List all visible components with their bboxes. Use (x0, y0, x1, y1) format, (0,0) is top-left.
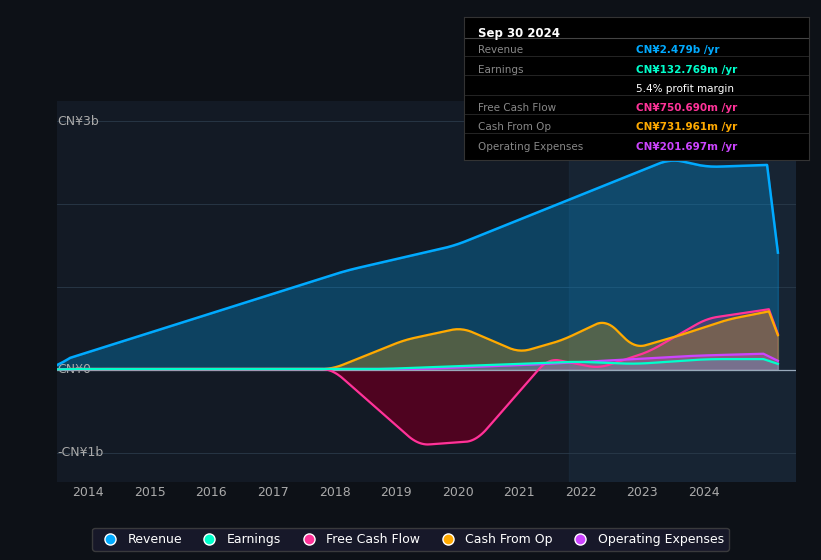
Text: Earnings: Earnings (478, 64, 523, 74)
Text: -CN¥1b: -CN¥1b (57, 446, 103, 459)
Text: CN¥2.479b /yr: CN¥2.479b /yr (636, 45, 720, 55)
Text: 5.4% profit margin: 5.4% profit margin (636, 84, 734, 94)
Text: Cash From Op: Cash From Op (478, 123, 551, 133)
Legend: Revenue, Earnings, Free Cash Flow, Cash From Op, Operating Expenses: Revenue, Earnings, Free Cash Flow, Cash … (92, 528, 729, 551)
Text: Free Cash Flow: Free Cash Flow (478, 103, 556, 113)
Text: CN¥201.697m /yr: CN¥201.697m /yr (636, 142, 737, 152)
Text: CN¥750.690m /yr: CN¥750.690m /yr (636, 103, 737, 113)
Text: CN¥731.961m /yr: CN¥731.961m /yr (636, 123, 737, 133)
Text: Sep 30 2024: Sep 30 2024 (478, 27, 560, 40)
Text: CN¥132.769m /yr: CN¥132.769m /yr (636, 64, 737, 74)
Text: Revenue: Revenue (478, 45, 523, 55)
Text: Operating Expenses: Operating Expenses (478, 142, 583, 152)
Text: CN¥3b: CN¥3b (57, 115, 99, 128)
Text: CN¥0: CN¥0 (57, 363, 91, 376)
Bar (568, 101, 796, 482)
